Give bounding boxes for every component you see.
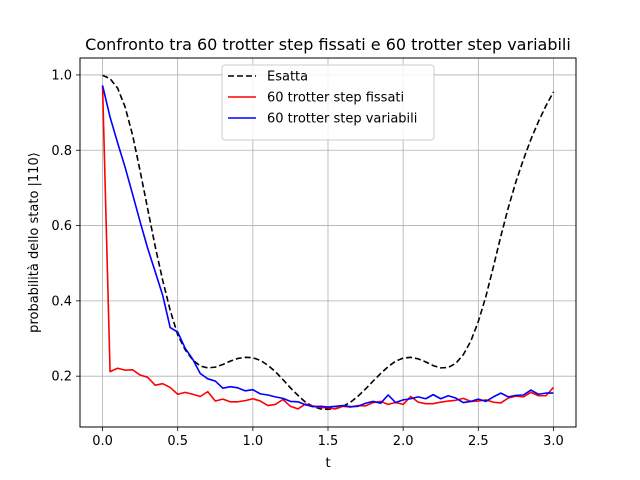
- chart-title: Confronto tra 60 trotter step fissati e …: [85, 35, 571, 54]
- y-tick-label: 0.6: [51, 219, 72, 234]
- y-tick-label: 0.4: [51, 294, 72, 309]
- series-line-2: [101, 85, 554, 408]
- legend-label-1: 60 trotter step fissati: [267, 91, 404, 106]
- x-tick-label: 0.0: [92, 434, 113, 449]
- x-axis-label: t: [325, 456, 330, 471]
- legend-label-2: 60 trotter step variabili: [267, 112, 417, 127]
- x-tick-label: 1.5: [318, 434, 339, 449]
- x-tick-label: 1.0: [243, 434, 264, 449]
- series-lines: [101, 74, 555, 411]
- y-axis-label: probabilità dello stato |110⟩: [27, 152, 42, 333]
- x-tick-label: 3.0: [543, 434, 564, 449]
- x-tick-label: 0.5: [167, 434, 188, 449]
- y-tick-label: 0.8: [51, 144, 72, 159]
- legend: Esatta 60 trotter step fissati 60 trotter …: [221, 64, 435, 141]
- series-line-0: [102, 74, 555, 411]
- legend-box: [221, 64, 435, 141]
- ticks: 0.0 0.5 1.0 1.5 2.0 2.5 3.0 0.2 0.4 0.6 0.8 1.0: [51, 68, 563, 449]
- legend-label-0: Esatta: [267, 70, 308, 85]
- y-tick-label: 0.2: [51, 370, 72, 385]
- y-tick-label: 1.0: [51, 68, 72, 83]
- x-tick-label: 2.5: [468, 434, 489, 449]
- x-tick-label: 2.0: [393, 434, 414, 449]
